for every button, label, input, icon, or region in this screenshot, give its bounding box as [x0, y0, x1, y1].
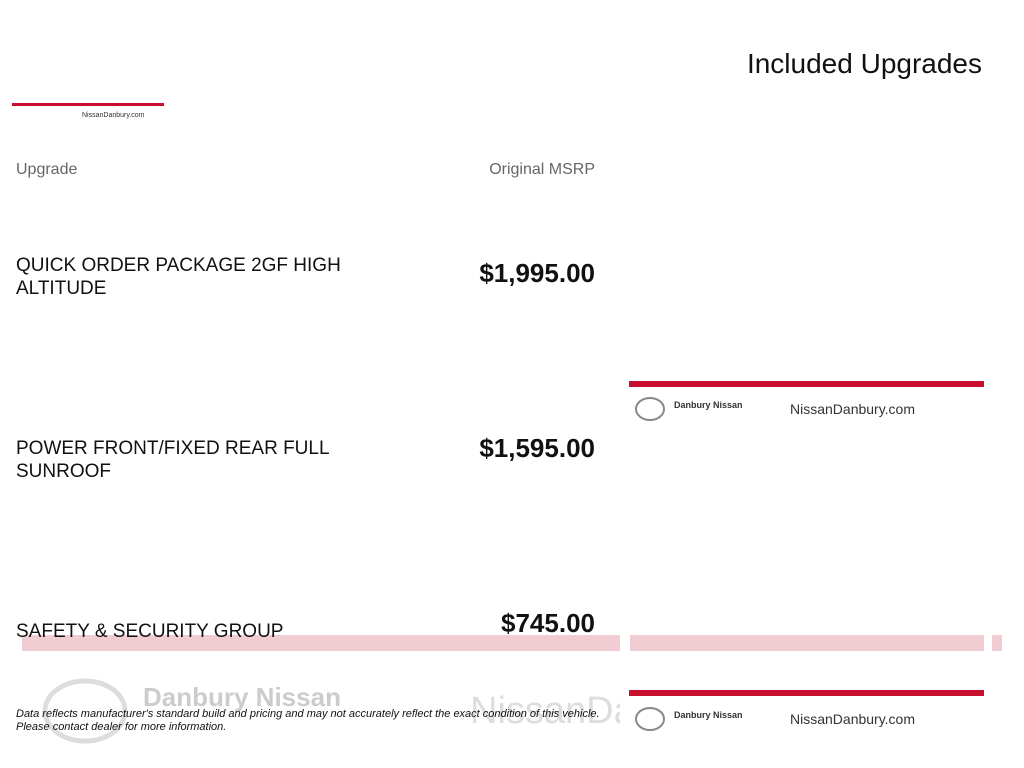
- upgrade-name: SAFETY & SECURITY GROUP: [16, 621, 284, 642]
- column-header: Original MSRP: [489, 161, 595, 178]
- dealer-name: Danbury Nissan: [674, 710, 743, 720]
- banner-bar: [12, 103, 164, 106]
- banner-bar: [629, 381, 984, 387]
- upgrade-price: $1,595.00: [479, 433, 595, 463]
- watermark: NissanDanbury: [470, 690, 620, 732]
- banner-url: NissanDanbury.com: [82, 112, 145, 119]
- disclaimer-line: Data reflects manufacturer's standard bu…: [16, 708, 600, 720]
- logo-watermark: [42, 678, 128, 744]
- dealer-url: NissanDanbury.com: [790, 401, 916, 417]
- disclaimer-line: Please contact dealer for more informati…: [16, 721, 227, 733]
- upgrade-name: POWER FRONT/FIXED REAR FULL SUNROOF: [16, 438, 329, 482]
- upgrade-price: $1,995.00: [479, 258, 595, 288]
- logo-icon: [635, 397, 665, 421]
- logo-icon: [635, 707, 665, 731]
- watermark: Danbury Nissan: [143, 682, 341, 712]
- banner-stripe: [22, 635, 620, 651]
- banner-stripe: [630, 635, 984, 651]
- upgrade-name: QUICK ORDER PACKAGE 2GF HIGH ALTITUDE: [16, 255, 341, 299]
- banner-bar: [629, 690, 984, 696]
- dealer-url: NissanDanbury.com: [790, 711, 916, 727]
- upgrade-price: $745.00: [501, 608, 595, 638]
- disclaimer: Data reflects manufacturer's standard bu…: [16, 708, 600, 734]
- banner-stripe: [992, 635, 1002, 651]
- column-header: Upgrade: [16, 161, 78, 178]
- dealer-name: Danbury Nissan: [674, 400, 743, 410]
- section-title: Included Upgrades: [746, 48, 982, 79]
